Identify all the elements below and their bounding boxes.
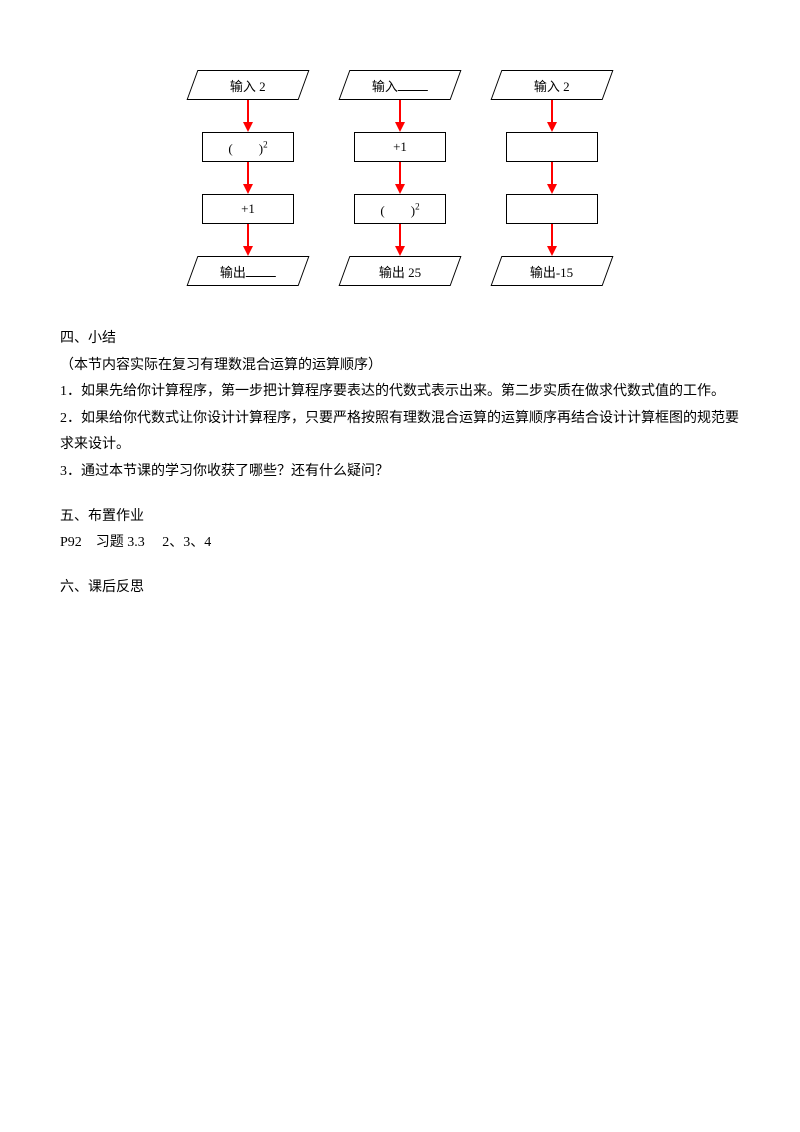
process-label: ( )2 bbox=[380, 200, 419, 219]
arrow-icon bbox=[547, 100, 557, 132]
section-6-title: 六、课后反思 bbox=[60, 575, 740, 602]
section-4-item-3: 3．通过本节课的学习你收获了哪些？还有什么疑问？ bbox=[60, 459, 740, 486]
output-box: 输出 25 bbox=[339, 256, 462, 286]
section-4-item-2: 2．如果给你代数式让你设计计算程序，只要严格按照有理数混合运算的运算顺序再结合设… bbox=[60, 406, 740, 459]
arrow-icon bbox=[547, 162, 557, 194]
input-box: 输入 2 bbox=[187, 70, 310, 100]
section-5-title: 五、布置作业 bbox=[60, 504, 740, 531]
process-label: ( )2 bbox=[228, 138, 267, 157]
process-box-2: ( )2 bbox=[354, 194, 446, 224]
output-label: 输出 bbox=[220, 262, 276, 281]
process-label: +1 bbox=[241, 201, 255, 217]
process-box-1: ( )2 bbox=[202, 132, 294, 162]
process-box-1: +1 bbox=[354, 132, 446, 162]
output-box: 输出 bbox=[187, 256, 310, 286]
text-content: 四、小结 （本节内容实际在复习有理数混合运算的运算顺序） 1．如果先给你计算程序… bbox=[60, 326, 740, 601]
input-label: 输入 bbox=[372, 76, 428, 95]
flowcharts-container: 输入 2 ( )2 +1 输出 输入 +1 bbox=[60, 40, 740, 286]
section-4-title: 四、小结 bbox=[60, 326, 740, 353]
process-label: +1 bbox=[393, 139, 407, 155]
page: 输入 2 ( )2 +1 输出 输入 +1 bbox=[0, 0, 800, 641]
arrow-icon bbox=[243, 162, 253, 194]
arrow-icon bbox=[243, 224, 253, 256]
arrow-icon bbox=[395, 100, 405, 132]
arrow-icon bbox=[395, 162, 405, 194]
flowchart-1: 输入 2 ( )2 +1 输出 bbox=[192, 70, 304, 286]
process-box-1 bbox=[506, 132, 598, 162]
input-box: 输入 2 bbox=[491, 70, 614, 100]
input-box: 输入 bbox=[339, 70, 462, 100]
process-box-2: +1 bbox=[202, 194, 294, 224]
output-label: 输出-15 bbox=[530, 262, 573, 281]
arrow-icon bbox=[243, 100, 253, 132]
output-box: 输出-15 bbox=[491, 256, 614, 286]
input-label: 输入 2 bbox=[230, 76, 266, 95]
flowchart-2: 输入 +1 ( )2 输出 25 bbox=[344, 70, 456, 286]
arrow-icon bbox=[547, 224, 557, 256]
output-label: 输出 25 bbox=[379, 262, 421, 281]
input-label: 输入 2 bbox=[534, 76, 570, 95]
section-4-note: （本节内容实际在复习有理数混合运算的运算顺序） bbox=[60, 353, 740, 380]
flowchart-3: 输入 2 输出-15 bbox=[496, 70, 608, 286]
section-4-item-1: 1．如果先给你计算程序，第一步把计算程序要表达的代数式表示出来。第二步实质在做求… bbox=[60, 379, 740, 406]
arrow-icon bbox=[395, 224, 405, 256]
process-box-2 bbox=[506, 194, 598, 224]
section-5-item-1: P92 习题 3.3 2、3、4 bbox=[60, 530, 740, 557]
